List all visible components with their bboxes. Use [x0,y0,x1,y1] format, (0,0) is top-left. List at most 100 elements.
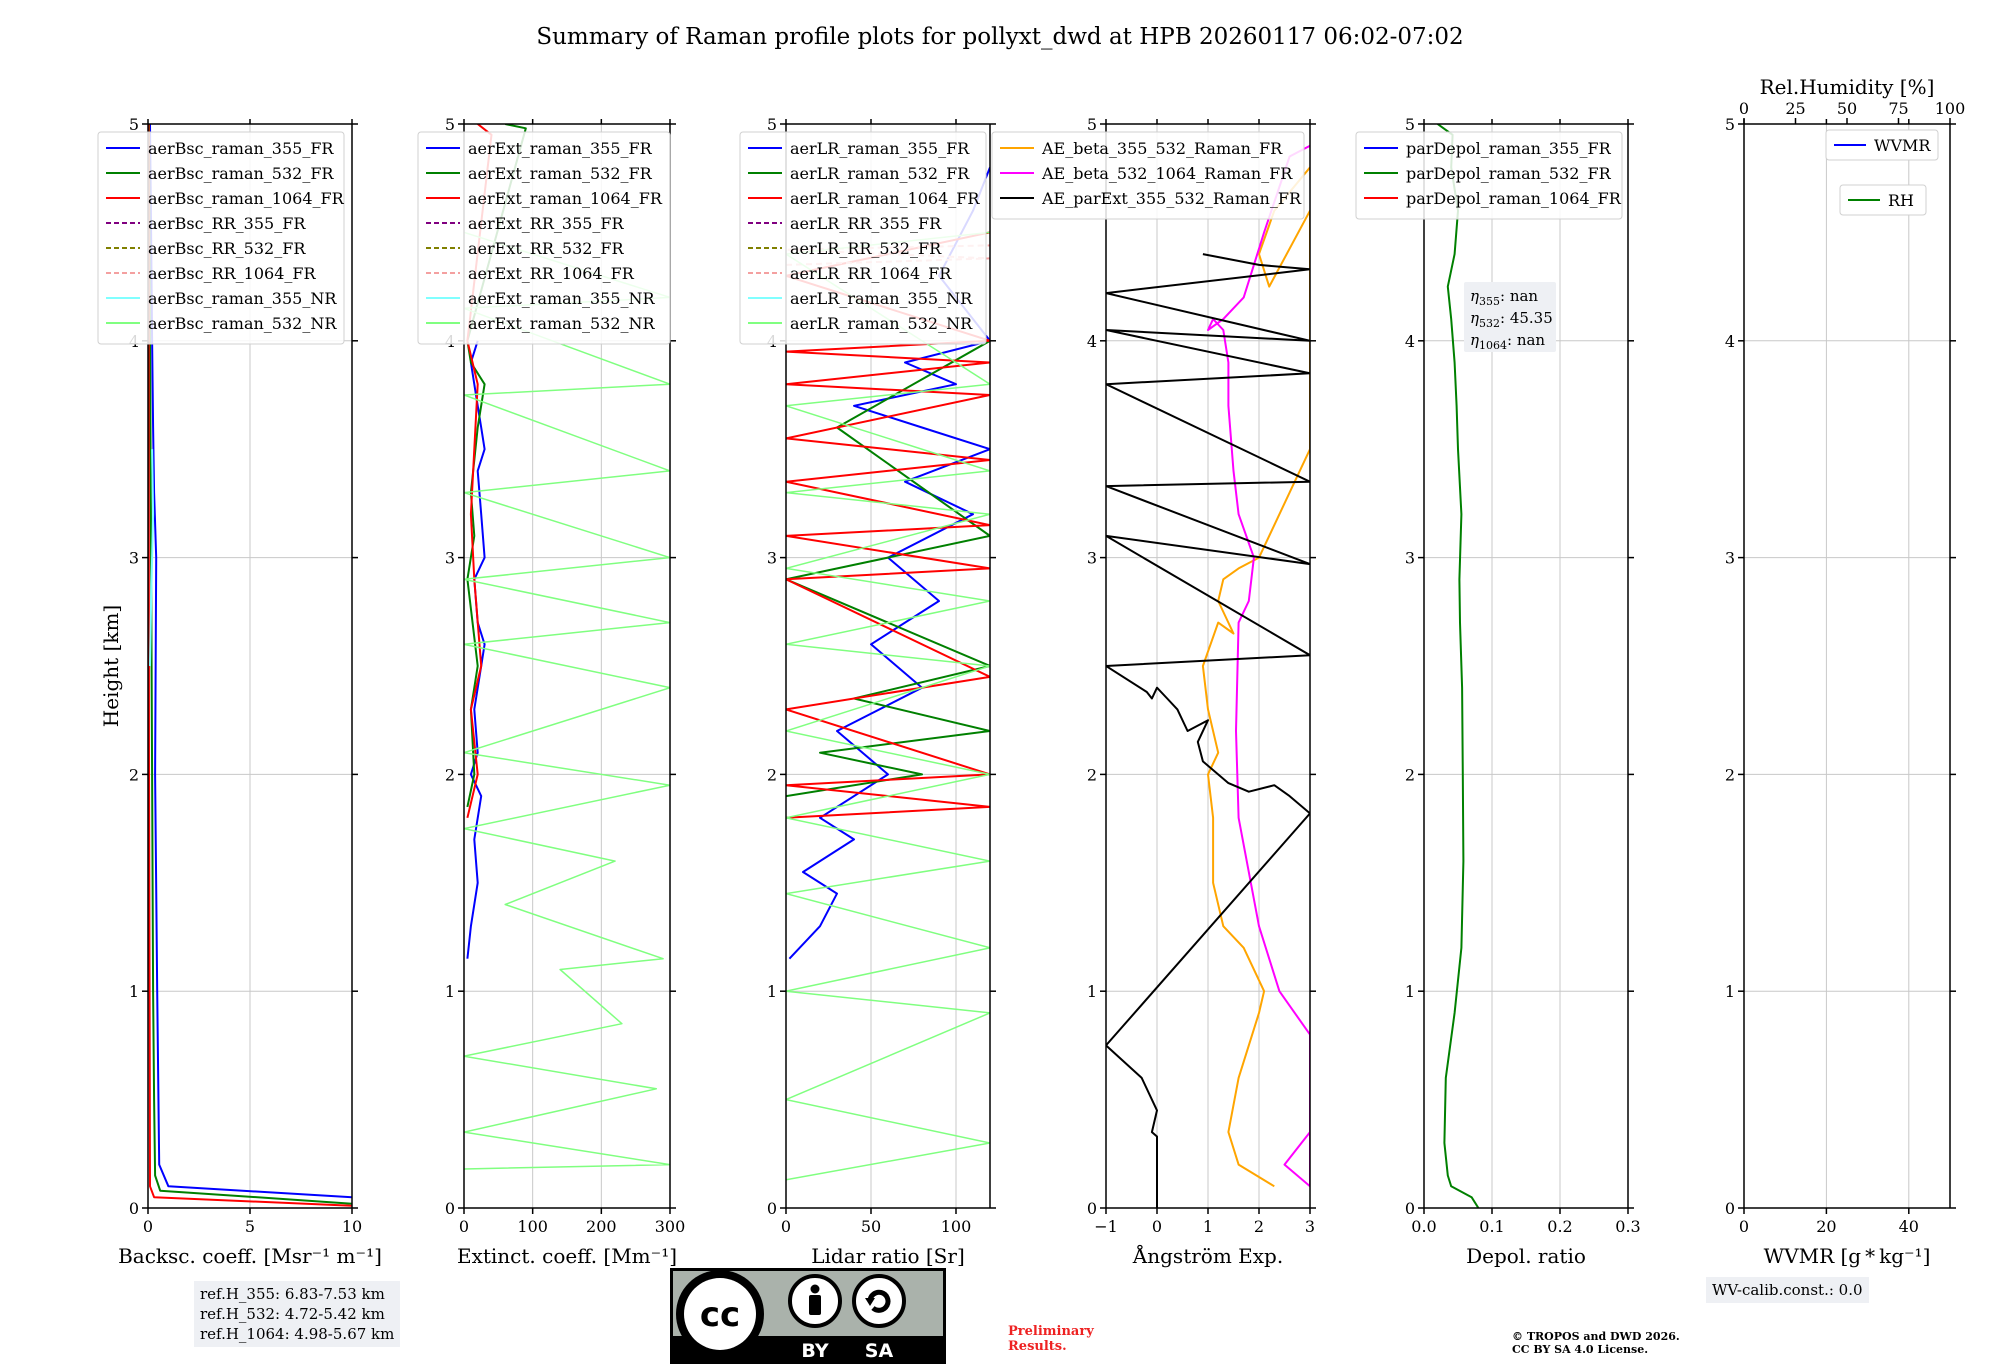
xtick-label: 0 [781,1217,791,1236]
xtick-label: 2 [1254,1217,1264,1236]
xtick-label: 1 [1203,1217,1213,1236]
ytick-label: 3 [1087,549,1097,568]
legend: AE_beta_355_532_Raman_FR AE_beta_532_1064… [991,131,1305,220]
legend-label: aerExt_raman_355_FR [468,139,653,158]
legend-label: aerBsc_raman_532_NR [148,314,337,333]
legend-label: aerLR_RR_355_FR [790,214,942,233]
legend-label: aerExt_RR_1064_FR [468,264,635,283]
sa-arrow-icon [867,1289,891,1313]
legend-label: aerLR_raman_355_NR [790,289,973,308]
legend-box [1355,131,1623,220]
legend: parDepol_raman_355_FR parDepol_raman_532_… [1355,131,1623,220]
series-line-aerBsc_raman_532_FR [148,124,352,1205]
legend-label: AE_beta_532_1064_Raman_FR [1041,164,1293,183]
ytick-label: 2 [129,765,139,784]
top-xtick-label: 0 [1739,99,1749,118]
preliminary-line-2: Results. [1008,1339,1067,1354]
ytick-label: 1 [445,982,455,1001]
ytick-label: 2 [1725,765,1735,784]
sa-share-alike-icon [852,1274,906,1328]
xtick-label: 0.2 [1547,1217,1572,1236]
ytick-label: 4 [1087,332,1097,351]
series-line-aerBsc_raman_1064_FR [148,124,352,1207]
legend: WVMR RH [1825,129,1939,216]
ytick-label: 2 [1405,765,1415,784]
legend-label: aerLR_RR_1064_FR [790,264,952,283]
ytick-label: 1 [129,982,139,1001]
ytick-label: 4 [1725,332,1735,351]
ref-height-355: ref.H_355: 6.83-7.53 km [200,1285,385,1303]
eta-subscript: 355 [1479,295,1500,308]
eta-note-line: η532: 45.35 [1470,309,1553,330]
series-line-AE_beta_532_1064_Raman_FR [1207,144,1310,1188]
legend-label: aerBsc_RR_355_FR [148,214,306,233]
series-line-aerLR_raman_532_NR [786,231,990,1181]
legend-label: aerExt_raman_355_NR [468,289,656,308]
preliminary-line-1: Preliminary [1008,1324,1094,1339]
xtick-label: 10 [342,1217,362,1236]
top-xtick-label: 100 [1935,99,1966,118]
ytick-label: 4 [1405,332,1415,351]
legend-box [739,131,987,345]
legend-label: parDepol_raman_532_FR [1406,164,1612,183]
eta-value: : nan [1500,287,1538,305]
legend-box [1825,129,1939,161]
x-axis-label: Depol. ratio [1466,1244,1586,1268]
ref-height-532: ref.H_532: 4.72-5.42 km [200,1305,385,1323]
copyright-line-1: © TROPOS and DWD 2026. [1512,1330,1680,1343]
series-line-aerBsc_raman_355_NR [149,449,155,667]
panel-lidar-ratio: 012345050100Lidar ratio [Sr]aerLR_raman_… [739,115,996,1268]
legend-box [417,131,671,345]
ytick-label: 1 [1087,982,1097,1001]
by-person-body-icon [809,1295,821,1315]
legend-label: parDepol_raman_355_FR [1406,139,1612,158]
legend-label: AE_parExt_355_532_Raman_FR [1041,189,1302,208]
ytick-label: 0 [129,1199,139,1218]
ytick-label: 5 [1087,115,1097,134]
xtick-label: 0 [1739,1217,1749,1236]
legend-label: aerLR_raman_1064_FR [790,189,980,208]
cc-by-sa-license-badge: cc BY SA [670,1268,946,1364]
legend-label: aerBsc_RR_1064_FR [148,264,317,283]
ytick-label: 3 [1405,549,1415,568]
series-group [786,167,990,1181]
y-axis-label: Height [km] [99,605,123,727]
ytick-label: 0 [1087,1199,1097,1218]
xtick-label: 0.1 [1479,1217,1504,1236]
eta-value: : 45.35 [1500,309,1553,327]
ytick-label: 1 [767,982,777,1001]
legend-label: aerBsc_raman_355_FR [148,139,334,158]
legend-label: aerExt_raman_1064_FR [468,189,663,208]
xtick-label: 3 [1305,1217,1315,1236]
by-person-head-icon [810,1284,820,1294]
ytick-label: 5 [445,115,455,134]
eta-note-line: η1064: nan [1470,331,1545,352]
xtick-label: 20 [1816,1217,1836,1236]
panel-extinction: 0123450100200300Extinct. coeff. [Mm⁻¹]ae… [417,115,685,1268]
wv-calib-text: WV-calib.const.: 0.0 [1712,1281,1863,1299]
ytick-label: 2 [1087,765,1097,784]
eta-subscript: 1064 [1479,339,1507,352]
x-axis-label: WVMR [g * kg⁻¹] [1764,1244,1931,1268]
legend-label: aerBsc_RR_532_FR [148,239,306,258]
xtick-label: 0 [1152,1217,1162,1236]
legend: aerBsc_raman_355_FR aerBsc_raman_532_FRae… [97,131,345,345]
ytick-label: 5 [1405,115,1415,134]
legend-label: aerExt_RR_532_FR [468,239,625,258]
by-label: BY [801,1340,828,1362]
legend: aerExt_raman_355_FR aerExt_raman_532_FRae… [417,131,671,345]
legend-label: aerExt_RR_355_FR [468,214,625,233]
series-line-AE_beta_355_532_Raman_FR [1201,166,1310,1188]
ytick-label: 5 [129,115,139,134]
ref-height-note: ref.H_355: 6.83-7.53 km ref.H_532: 4.72-… [194,1281,401,1347]
ytick-label: 3 [1725,549,1735,568]
legend-box [1839,184,1927,216]
copyright-note: © TROPOS and DWD 2026. CC BY SA 4.0 Lice… [1512,1330,1680,1356]
legend-label: WVMR [1874,136,1931,155]
ytick-label: 2 [767,765,777,784]
panel-depolarization: 0 1 2 3 4 5 0.0 0.1 0.2 0.3 Depol. ratio parDepol_r… [1355,115,1641,1268]
legend-label: aerExt_raman_532_NR [468,314,656,333]
